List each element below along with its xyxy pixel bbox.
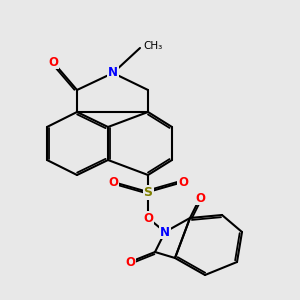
Text: O: O: [125, 256, 135, 268]
Text: CH₃: CH₃: [144, 41, 163, 52]
Text: N: N: [160, 226, 170, 238]
Text: O: O: [143, 212, 153, 224]
Text: O: O: [108, 176, 118, 188]
Text: O: O: [195, 191, 205, 205]
Text: S: S: [143, 185, 152, 199]
Text: O: O: [178, 176, 188, 188]
Text: O: O: [48, 56, 58, 68]
Text: N: N: [108, 67, 118, 80]
